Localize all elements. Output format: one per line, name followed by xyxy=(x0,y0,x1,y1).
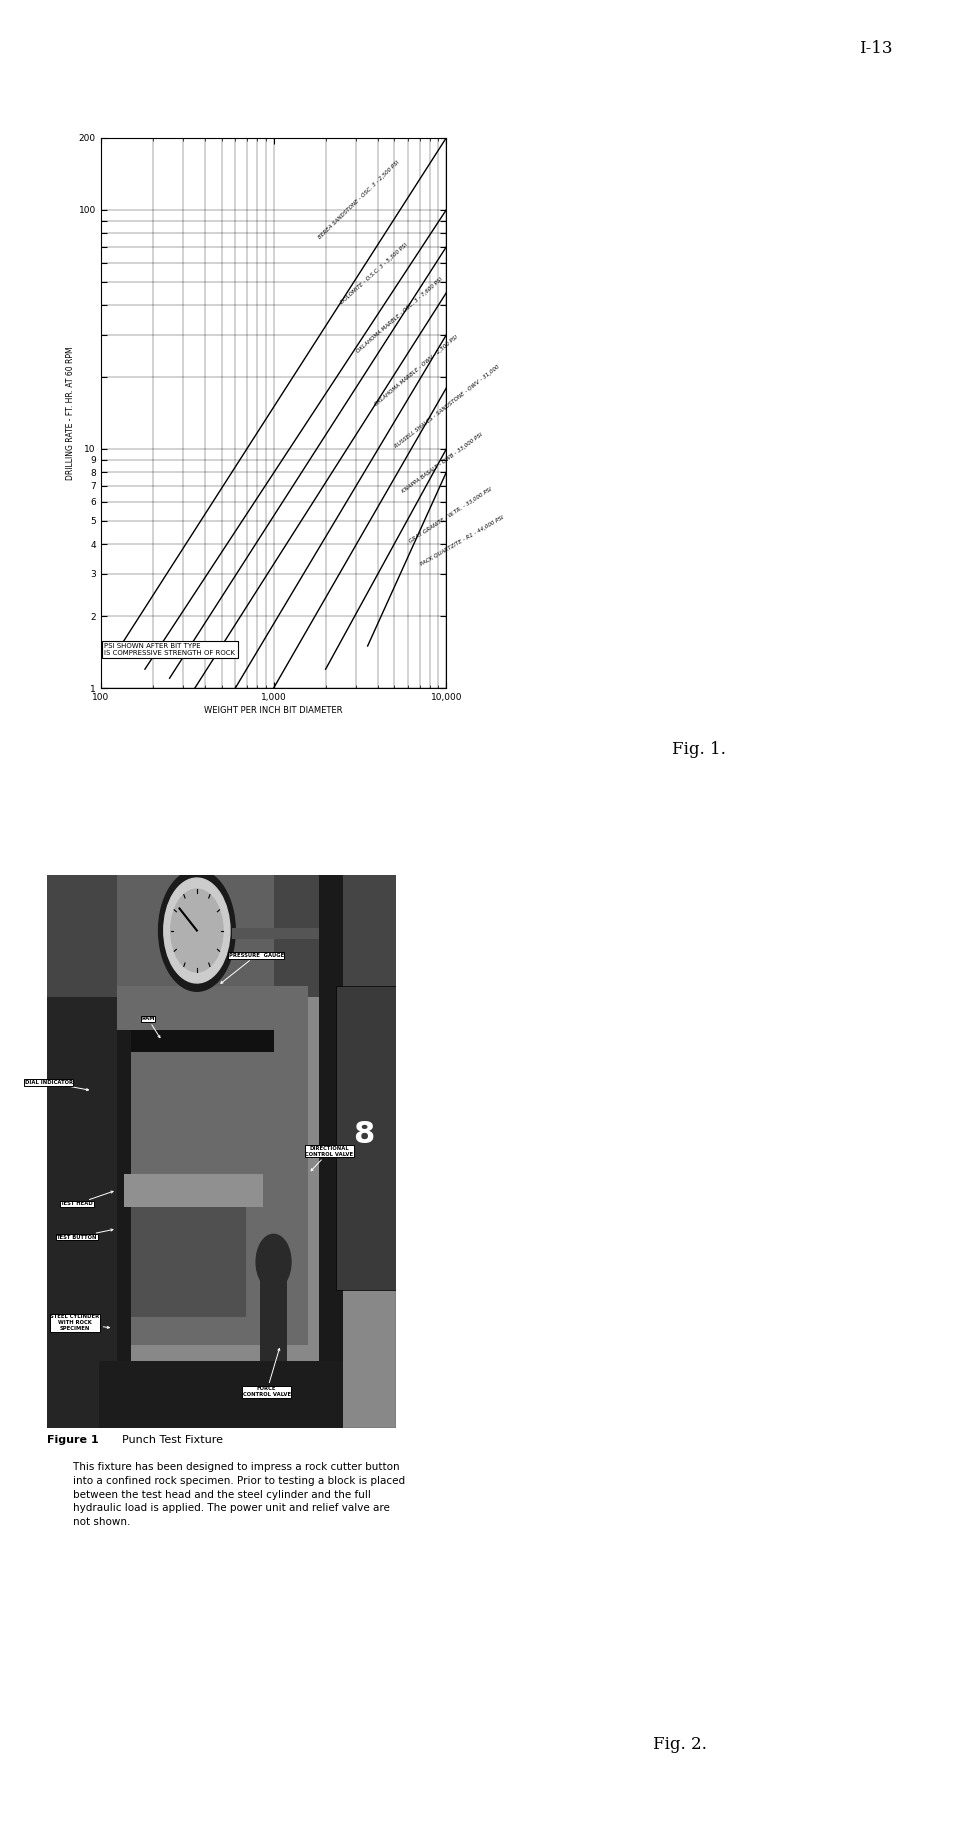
Text: TEST BUTTON: TEST BUTTON xyxy=(57,1229,113,1240)
Bar xyxy=(99,1362,344,1428)
Text: Punch Test Fixture: Punch Test Fixture xyxy=(122,1435,223,1444)
Text: DOLOMITE - O.S.C. 3 - 5,300 PSI: DOLOMITE - O.S.C. 3 - 5,300 PSI xyxy=(339,242,408,305)
Bar xyxy=(117,875,274,1123)
Bar xyxy=(124,1174,263,1207)
Y-axis label: DRILLING RATE - FT. HR. AT 60 RPM: DRILLING RATE - FT. HR. AT 60 RPM xyxy=(65,347,75,479)
Text: BEREA SANDSTONE - OSC. 3 - 2,500 PSI: BEREA SANDSTONE - OSC. 3 - 2,500 PSI xyxy=(318,160,400,240)
Bar xyxy=(319,875,344,1428)
Text: KNAPPA BASALT - OWB - 33,000 PSI: KNAPPA BASALT - OWB - 33,000 PSI xyxy=(401,431,484,494)
Text: DIAL INDICATOR: DIAL INDICATOR xyxy=(25,1081,88,1090)
Bar xyxy=(117,1029,274,1051)
Circle shape xyxy=(171,890,223,973)
Text: FORCE
CONTROL VALVE: FORCE CONTROL VALVE xyxy=(243,1349,291,1396)
Bar xyxy=(47,875,396,996)
Circle shape xyxy=(158,870,235,991)
Text: Figure 1: Figure 1 xyxy=(47,1435,99,1444)
Text: Fig. 1.: Fig. 1. xyxy=(672,741,726,758)
Bar xyxy=(231,929,319,940)
Bar xyxy=(336,985,396,1290)
Text: DIRECTIONAL
CONTROL VALVE: DIRECTIONAL CONTROL VALVE xyxy=(305,1147,353,1171)
Text: GRAY GRANITE - W.TR. - 33,000 PSI: GRAY GRANITE - W.TR. - 33,000 PSI xyxy=(408,486,492,545)
Text: PACK QUARTZITE - R1 - 44,000 PSI: PACK QUARTZITE - R1 - 44,000 PSI xyxy=(420,516,505,567)
Circle shape xyxy=(164,879,230,984)
Bar xyxy=(124,1180,246,1318)
Text: This fixture has been designed to impress a rock cutter button
        into a co: This fixture has been designed to impres… xyxy=(47,1462,405,1527)
Text: PRESSURE  GAUGE: PRESSURE GAUGE xyxy=(221,952,284,984)
Text: OKLAHOMA MARBLE - OSC. 3 - 7,600 PSI: OKLAHOMA MARBLE - OSC. 3 - 7,600 PSI xyxy=(356,277,444,354)
Bar xyxy=(117,1029,131,1428)
Circle shape xyxy=(256,1235,291,1290)
X-axis label: WEIGHT PER INCH BIT DIAMETER: WEIGHT PER INCH BIT DIAMETER xyxy=(204,706,343,716)
Text: PSI SHOWN AFTER BIT TYPE
IS COMPRESSIVE STRENGTH OF ROCK: PSI SHOWN AFTER BIT TYPE IS COMPRESSIVE … xyxy=(105,642,235,655)
Text: I-13: I-13 xyxy=(859,40,893,57)
Text: RAM: RAM xyxy=(141,1017,160,1039)
Text: STEEL CYLINDER
WITH ROCK
SPECIMEN: STEEL CYLINDER WITH ROCK SPECIMEN xyxy=(50,1314,109,1330)
Text: RUSSELL SHALES - SANDSTONE - OWV - 31,000: RUSSELL SHALES - SANDSTONE - OWV - 31,00… xyxy=(395,363,501,450)
Bar xyxy=(259,1262,287,1362)
Bar xyxy=(47,875,124,1428)
Bar xyxy=(117,985,308,1345)
Text: Fig. 2.: Fig. 2. xyxy=(653,1736,707,1752)
Text: OKLAHOMA MARBLE - OWV - 2,500 PSI: OKLAHOMA MARBLE - OWV - 2,500 PSI xyxy=(373,334,459,407)
Text: TEST HEAD: TEST HEAD xyxy=(60,1191,113,1206)
Text: 8: 8 xyxy=(353,1121,374,1149)
